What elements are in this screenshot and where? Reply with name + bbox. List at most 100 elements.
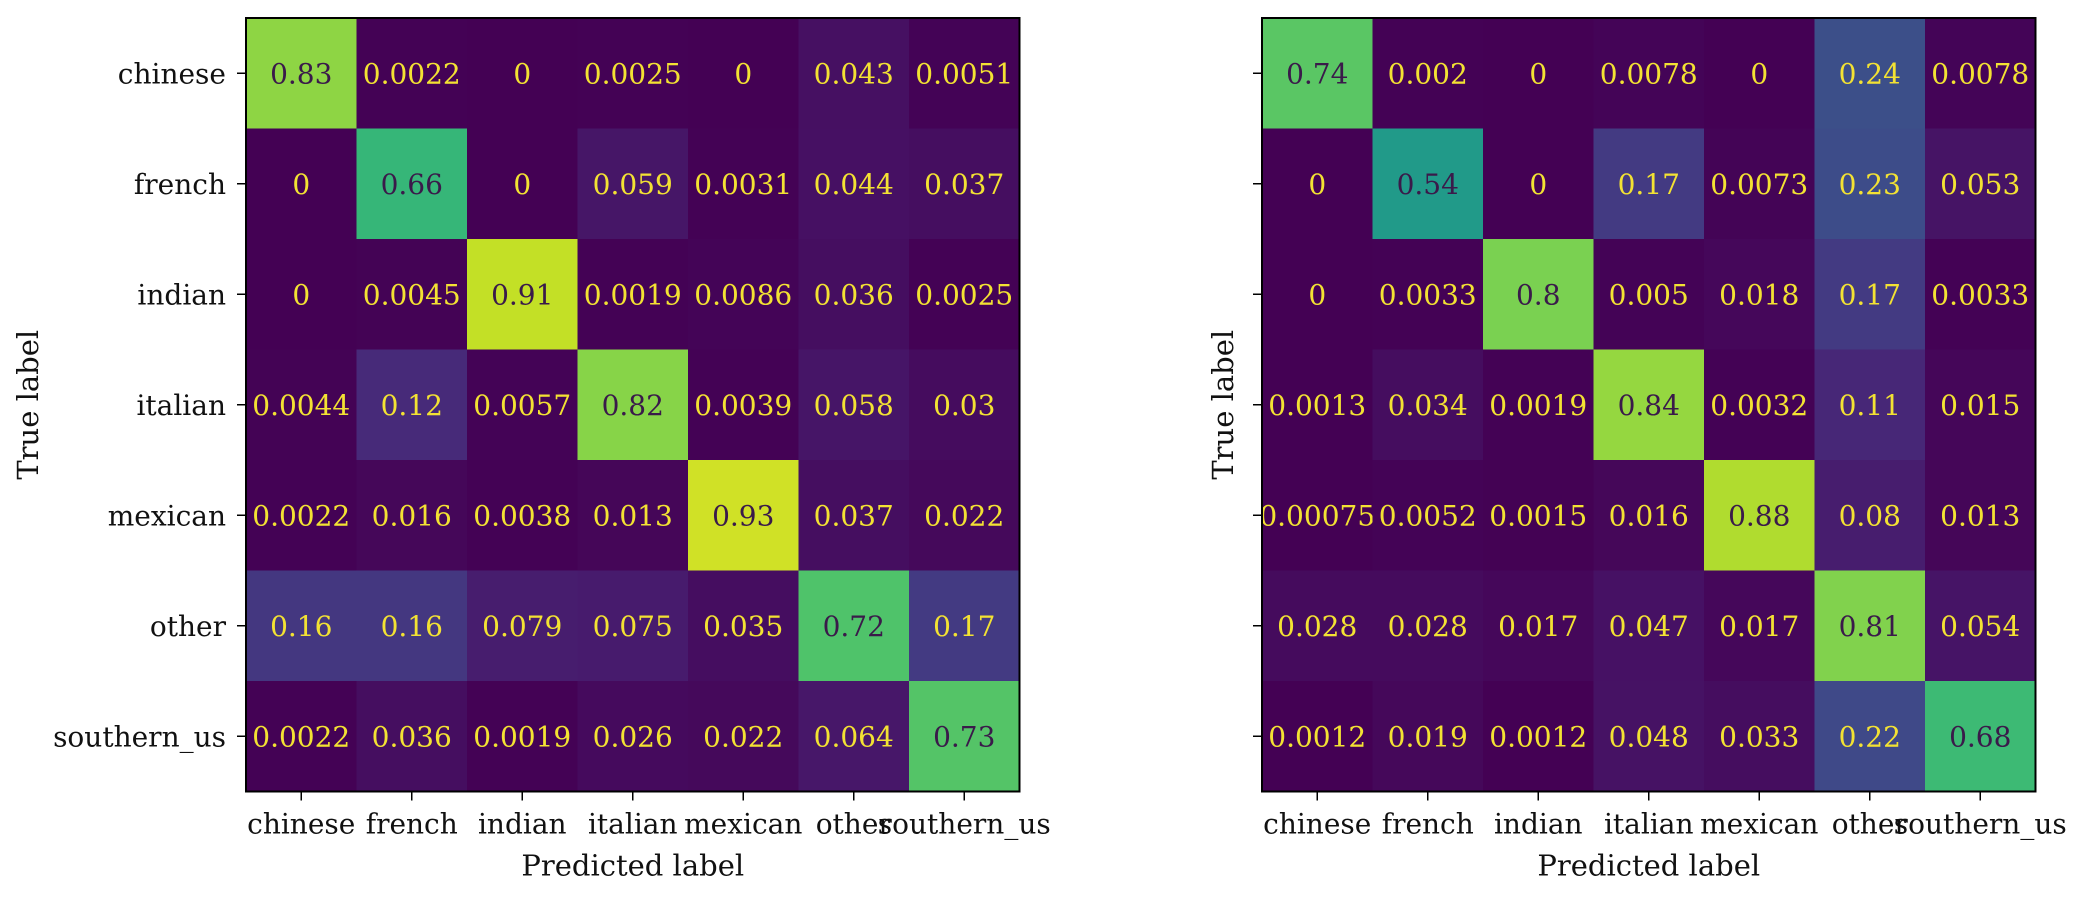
heatmap-cell	[1704, 681, 1816, 793]
x-tick-label: indian	[478, 808, 567, 841]
x-axis-label: Predicted label	[521, 849, 744, 883]
cell-value-label: 0	[1308, 168, 1326, 201]
heatmap-cell	[1372, 349, 1484, 461]
cell-value-label: 0.91	[491, 278, 553, 311]
heatmap-cell	[798, 128, 910, 240]
heatmap-cell	[356, 349, 468, 461]
heatmap-cell	[1814, 349, 1926, 461]
x-tick-label: other	[1832, 808, 1909, 841]
heatmap-cell	[1704, 18, 1816, 130]
heatmap-cell	[246, 681, 358, 793]
x-tick-label: chinese	[247, 808, 355, 841]
cell-value-label: 0.034	[1388, 389, 1468, 422]
heatmap-cell	[1372, 681, 1484, 793]
cell-value-label: 0	[1308, 278, 1326, 311]
cell-value-label: 0.015	[1940, 389, 2020, 422]
cell-value-label: 0.17	[933, 610, 995, 643]
cell-value-label: 0.23	[1839, 168, 1901, 201]
x-tick-label: southern_us	[1894, 808, 2067, 841]
cell-value-label: 0.0038	[473, 499, 571, 532]
cell-value-label: 0.08	[1839, 499, 1901, 532]
cell-value-label: 0	[513, 57, 531, 90]
heatmap-cell	[909, 681, 1021, 793]
heatmap-cell	[356, 681, 468, 793]
cell-value-label: 0.0086	[694, 278, 792, 311]
cell-value-label: 0.22	[1839, 720, 1901, 753]
cell-value-label: 0.0078	[1931, 57, 2029, 90]
heatmap-cell	[1814, 460, 1926, 572]
heatmap-cell	[1925, 239, 2037, 351]
confusion-matrix-right: 0.74 0.002 0 0.0078 0 0.24 0.0078 0 0.54 0 0.17 0.0…	[1206, 17, 2067, 883]
x-tick-label: chinese	[1263, 808, 1371, 841]
cell-value-label: 0.0057	[473, 389, 571, 422]
heatmap-cell	[467, 460, 579, 572]
cell-value-label: 0.8	[1516, 278, 1561, 311]
heatmap-cell	[798, 681, 910, 793]
heatmap-cell	[1704, 239, 1816, 351]
heatmap-cell	[1814, 18, 1926, 130]
cell-value-label: 0.17	[1839, 278, 1901, 311]
heatmap-cell	[909, 18, 1021, 130]
heatmap-cell	[1372, 460, 1484, 572]
cell-value-label: 0.93	[712, 499, 774, 532]
heatmap-cell	[467, 128, 579, 240]
heatmap-cell	[1483, 18, 1595, 130]
cell-value-label: 0.043	[814, 57, 894, 90]
x-tick-label: southern_us	[878, 808, 1051, 841]
x-tick-label: mexican	[684, 808, 802, 841]
cell-value-label: 0.0022	[363, 57, 461, 90]
cell-value-label: 0.054	[1940, 610, 2020, 643]
heatmap-cell	[577, 128, 689, 240]
x-tick-label: other	[816, 808, 893, 841]
heatmap-cell	[688, 570, 800, 682]
cell-value-label: 0.016	[1609, 499, 1689, 532]
heatmap-cell	[1262, 349, 1374, 461]
confusion-matrix-left: 0.83 0.0022 0 0.0025 0 0.043 0.0051 0 0.66 0 0.059…	[11, 17, 1051, 883]
cell-value-label: 0.16	[381, 610, 443, 643]
heatmap-cell	[1593, 349, 1705, 461]
cell-value-label: 0	[1529, 168, 1547, 201]
heatmap-cell	[1593, 681, 1705, 793]
y-tick-label: mexican	[108, 499, 226, 532]
heatmap-cell	[1704, 128, 1816, 240]
heatmap-cell	[798, 570, 910, 682]
heatmap-cell	[577, 239, 689, 351]
heatmap-cell	[1593, 460, 1705, 572]
cell-value-label: 0.72	[823, 610, 885, 643]
cell-value-label: 0.12	[381, 389, 443, 422]
heatmap-cell	[688, 460, 800, 572]
heatmap-cell	[1814, 570, 1926, 682]
x-tick-label: mexican	[1700, 808, 1818, 841]
heatmap-cell	[577, 570, 689, 682]
heatmap-cell	[356, 239, 468, 351]
heatmap-cell	[577, 349, 689, 461]
cell-value-label: 0.17	[1618, 168, 1680, 201]
heatmap-cell	[1262, 128, 1374, 240]
heatmap-cell	[1593, 570, 1705, 682]
y-tick-label: french	[134, 168, 226, 201]
cell-value-label: 0.0051	[915, 57, 1013, 90]
y-tick-label: other	[150, 610, 227, 643]
cell-value-label: 0.0012	[1268, 720, 1366, 753]
cell-value-label: 0.0015	[1489, 499, 1587, 532]
heatmap-cell	[688, 18, 800, 130]
heatmap-cell	[467, 18, 579, 130]
heatmap-cell	[1262, 681, 1374, 793]
cell-value-label: 0.017	[1498, 610, 1578, 643]
cell-value-label: 0.0033	[1931, 278, 2029, 311]
heatmap-cell	[1262, 239, 1374, 351]
x-tick-label: italian	[1604, 808, 1694, 841]
cell-value-label: 0.037	[814, 499, 894, 532]
y-tick-label: indian	[137, 278, 226, 311]
heatmap-cell	[356, 18, 468, 130]
cell-value-label: 0	[292, 278, 310, 311]
heatmap-cell	[467, 570, 579, 682]
cell-value-label: 0.048	[1609, 720, 1689, 753]
cell-value-label: 0.0045	[363, 278, 461, 311]
heatmap-cell	[577, 681, 689, 793]
y-axis-label: True label	[1206, 330, 1240, 480]
heatmap-cell	[1814, 239, 1926, 351]
heatmap-cell	[1483, 460, 1595, 572]
cell-value-label: 0.033	[1719, 720, 1799, 753]
